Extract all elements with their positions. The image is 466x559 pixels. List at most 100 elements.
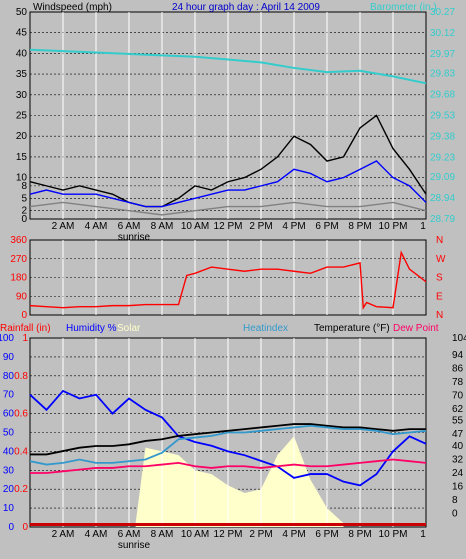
humidity-tick-label: 10 [3,503,15,514]
humidity-tick-label: 50 [3,428,15,439]
sunrise-label: sunrise [118,232,151,243]
temperature-tick-label: 0 [452,509,458,520]
x-tick-label: 6 AM [118,529,141,540]
temperature-tick-label: 24 [452,468,464,479]
rainfall-tick-label: 0 [22,522,28,533]
humidity-tick-label: 40 [3,446,15,457]
temperature-tick-label: 62 [452,404,464,415]
compass-label: E [436,291,443,302]
windspeed-tick-label: 10 [16,173,28,184]
x-tick-label: 1 [420,529,426,540]
barometer-tick-label: 29.23 [430,152,455,163]
x-tick-label: 6 PM [315,529,338,540]
rainfall-tick-label: 1 [22,333,28,344]
legend-rainfall: Rainfall (in) [0,323,51,334]
barometer-axis-label: Barometer (in.) [370,2,437,13]
chart-title: 24 hour graph day : April 14 2009 [172,2,320,13]
rainfall-tick-label: 0.4 [14,446,28,457]
legend-temperature: Temperature (°F) [314,323,390,334]
barometer-tick-label: 28.94 [430,193,455,204]
x-tick-label: 2 PM [249,221,272,232]
x-tick-label: 8 PM [348,529,371,540]
legend-humidity: Humidity % [66,323,117,334]
barometer-tick-label: 29.53 [430,111,455,122]
temperature-tick-label: 78 [452,377,464,388]
rainfall-tick-label: 0.8 [14,371,28,382]
barometer-tick-label: 29.38 [430,131,455,142]
x-tick-label: 2 AM [52,221,75,232]
windspeed-tick-label: 20 [16,131,28,142]
x-tick-label: 4 AM [85,529,108,540]
series-line-wind-average [29,160,427,208]
series-line-windspeed [29,114,427,208]
barometer-tick-label: 28.79 [430,214,455,225]
temperature-tick-label: 86 [452,363,464,374]
direction-tick-label: 270 [10,254,27,265]
temperature-tick-label: 104 [452,333,466,344]
temperature-tick-label: 55 [452,416,464,427]
windspeed-tick-label: 5 [21,193,27,204]
x-tick-label: 4 AM [85,221,108,232]
temperature-tick-label: 40 [452,441,464,452]
humidity-tick-label: 80 [3,371,15,382]
humidity-tick-label: 20 [3,484,15,495]
x-tick-label: 8 AM [151,529,174,540]
solar-area [135,436,344,527]
humidity-tick-label: 100 [0,333,14,344]
x-tick-label: 6 AM [118,221,141,232]
x-tick-label: 8 PM [348,221,371,232]
windspeed-tick-label: 35 [16,69,28,80]
humidity-tick-label: 60 [3,409,15,420]
x-tick-label: 2 AM [52,529,75,540]
series-line-temperature-f- [30,423,426,456]
compass-label: S [436,273,443,284]
legend-heatindex: Heatindex [243,323,288,334]
rainfall-tick-label: 0.6 [14,409,28,420]
compass-label: W [436,254,446,265]
windspeed-tick-label: 30 [16,90,28,101]
windspeed-tick-label: 25 [16,111,28,122]
temperature-tick-label: 70 [452,390,464,401]
x-tick-label: 10 PM [379,221,408,232]
x-tick-label: 12 PM [214,529,243,540]
windspeed-tick-label: 2 [21,206,27,217]
series-line-heatindex [29,424,427,466]
x-tick-label: 1 [420,221,426,232]
direction-tick-label: 90 [16,291,28,302]
compass-label: N [436,310,443,321]
barometer-tick-label: 29.09 [430,172,455,183]
direction-tick-label: 360 [10,235,27,246]
barometer-tick-label: 30.12 [430,28,455,39]
humidity-tick-label: 30 [3,465,15,476]
direction-tick-label: 0 [21,310,27,321]
series-line-barometer [29,48,427,85]
series-line-wind-direction [29,250,427,310]
direction-tick-label: 180 [10,273,27,284]
barometer-tick-label: 30.27 [430,7,455,18]
humidity-tick-label: 0 [8,522,14,533]
series-line-wind-gust-min [29,201,427,216]
legend-dewpoint: Dew Point [393,323,439,334]
barometer-tick-label: 29.68 [430,90,455,101]
humidity-tick-label: 70 [3,390,15,401]
rainfall-bar [30,523,426,526]
windspeed-tick-label: 8 [21,181,27,192]
windspeed-tick-label: 45 [16,28,28,39]
x-tick-label: 10 AM [181,529,209,540]
x-tick-label: 2 PM [249,529,272,540]
x-tick-label: 4 PM [282,529,305,540]
x-tick-label: 10 PM [379,529,408,540]
windspeed-tick-label: 15 [16,152,28,163]
temperature-tick-label: 47 [452,429,464,440]
barometer-tick-label: 29.83 [430,69,455,80]
temperature-tick-label: 94 [452,350,464,361]
humidity-tick-label: 90 [3,352,15,363]
compass-label: N [436,235,443,246]
x-tick-label: 10 AM [181,221,209,232]
windspeed-tick-label: 40 [16,48,28,59]
x-tick-label: 8 AM [151,221,174,232]
legend-solar: Solar [117,323,141,334]
windspeed-tick-label: 50 [16,7,28,18]
